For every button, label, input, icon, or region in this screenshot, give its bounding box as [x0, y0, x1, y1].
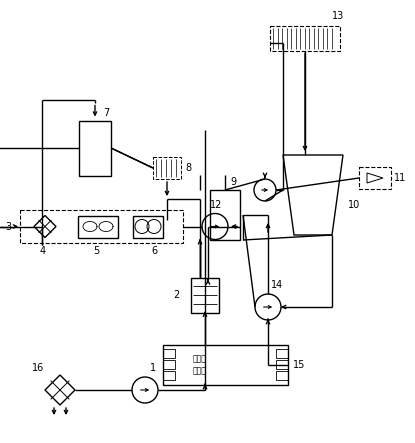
Text: 12: 12: [210, 199, 222, 210]
Bar: [20, 210, 183, 243]
Bar: [276, 349, 288, 358]
Bar: [163, 371, 175, 380]
Bar: [163, 349, 175, 358]
Bar: [79, 120, 111, 175]
Text: 5: 5: [93, 246, 99, 256]
Bar: [359, 167, 391, 189]
Text: 11: 11: [394, 173, 406, 183]
Text: 15: 15: [293, 360, 305, 370]
Text: 4: 4: [40, 246, 46, 256]
Text: 10: 10: [348, 200, 360, 210]
Bar: [210, 190, 240, 240]
Text: 3: 3: [5, 222, 11, 232]
Text: 16: 16: [32, 363, 44, 373]
Bar: [270, 26, 340, 51]
Text: 液化锂: 液化锂: [193, 354, 207, 364]
Text: 6: 6: [151, 246, 157, 256]
Text: 14: 14: [271, 280, 283, 290]
Bar: [163, 345, 288, 385]
Bar: [133, 215, 163, 237]
Text: 13: 13: [332, 11, 344, 20]
Text: 7: 7: [103, 108, 109, 117]
Text: 9: 9: [230, 177, 236, 187]
Bar: [163, 360, 175, 369]
Bar: [276, 360, 288, 369]
Bar: [191, 277, 219, 312]
Text: 8: 8: [185, 163, 191, 173]
Bar: [276, 371, 288, 380]
Text: 1: 1: [150, 363, 156, 373]
Bar: [78, 215, 118, 237]
Text: 2: 2: [173, 290, 179, 300]
Bar: [153, 157, 181, 179]
Text: 制冷机: 制冷机: [193, 366, 207, 376]
